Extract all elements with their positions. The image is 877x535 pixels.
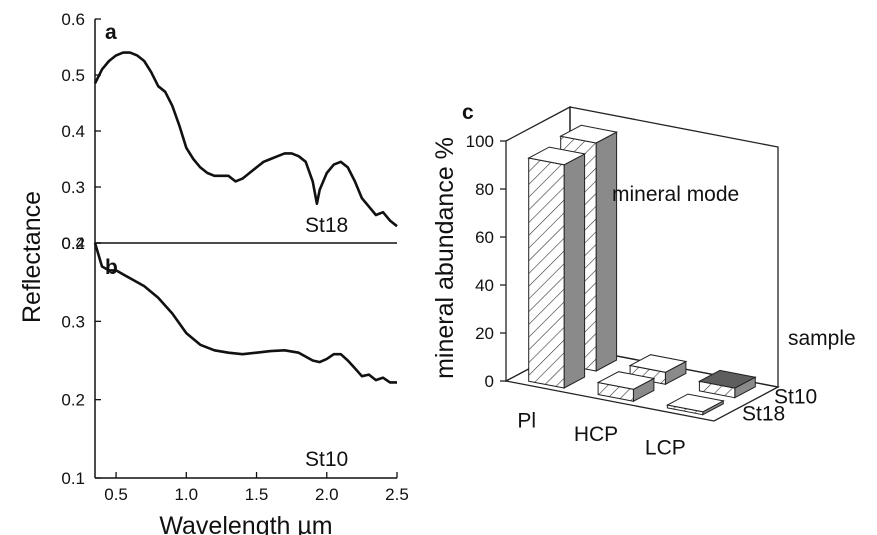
bar-front-face xyxy=(528,157,565,389)
wavelength-axis-label: Wavelength µm xyxy=(159,512,332,535)
bar-St18-LCP xyxy=(665,393,725,416)
bar-top-face xyxy=(628,354,688,373)
y-tick-label: 0.2 xyxy=(61,234,85,253)
category-label: Pl xyxy=(517,410,536,433)
x-tick-label: 0.5 xyxy=(104,485,128,504)
panel-b-y-ticks: 0.1 0.2 0.3 0.4 xyxy=(61,234,101,488)
panel-b-reflectance-line xyxy=(93,242,397,384)
y-tick-label: 60 xyxy=(475,228,494,247)
y-tick-label: 0.3 xyxy=(61,178,85,197)
x-tick-label: 2.0 xyxy=(315,485,339,504)
mineral-abundance-axis-label: mineral abundance % xyxy=(431,137,459,379)
reflectance-axis-label: Reflectance xyxy=(18,191,46,323)
bar-St10-LCP xyxy=(697,369,757,399)
bar-top-face xyxy=(559,124,619,144)
x-tick-label: 2.5 xyxy=(385,485,409,504)
panel-c: c mineral abundance % 0 20 40 60 80 100 Pl HCP… xyxy=(431,101,856,459)
y-tick-label: 0.1 xyxy=(61,469,85,488)
y-tick-label: 0.4 xyxy=(61,122,85,141)
x-tick-label: 1.0 xyxy=(174,485,198,504)
bar-top-face xyxy=(527,146,587,166)
bar-St18-HCP xyxy=(596,371,656,403)
y-tick-label: 40 xyxy=(475,276,494,295)
y-tick-label: 20 xyxy=(475,324,494,343)
panel-c-bars xyxy=(527,124,757,416)
panel-c-depth-axis-label: sample xyxy=(788,327,856,350)
bar-side-face xyxy=(595,131,618,372)
y-tick-label: 0.2 xyxy=(61,391,85,410)
panel-c-category-labels: Pl HCP LCP xyxy=(517,410,685,460)
y-tick-label: 0.6 xyxy=(61,10,85,29)
panel-a-reflectance-line xyxy=(93,51,398,228)
panel-b-label: b xyxy=(105,256,118,279)
bar-top-face xyxy=(596,371,656,390)
series-label: St10 xyxy=(774,386,817,409)
panel-a-label: a xyxy=(105,21,117,44)
category-label: LCP xyxy=(645,436,686,459)
line-panels: Reflectance Wavelength µm a 0.2 0.3 0.4 0.5… xyxy=(18,10,409,535)
x-tick-label: 1.5 xyxy=(245,485,269,504)
bar-top-face xyxy=(697,369,757,389)
panel-b-x-ticks: 0.5 1.0 1.5 2.0 2.5 xyxy=(104,472,409,504)
y-tick-label: 0 xyxy=(485,372,494,391)
bar-top-face xyxy=(665,393,725,413)
panel-a-y-ticks: 0.2 0.3 0.4 0.5 0.6 xyxy=(61,10,101,253)
panel-a-sample-label: St18 xyxy=(305,214,348,237)
bar-St18-Pl xyxy=(527,146,587,389)
category-label: HCP xyxy=(574,423,618,446)
y-tick-label: 80 xyxy=(475,180,494,199)
y-tick-label: 0.4 xyxy=(61,234,85,253)
panel-c-y-ticks: 0 20 40 60 80 100 xyxy=(466,132,506,391)
y-tick-label: 0.3 xyxy=(61,312,85,331)
panel-c-label: c xyxy=(462,101,474,124)
bar-St10-HCP xyxy=(628,354,688,386)
panel-b-sample-label: St10 xyxy=(305,448,348,471)
series-label: St18 xyxy=(742,403,785,426)
y-tick-label: 100 xyxy=(466,132,494,151)
y-tick-label: 0.5 xyxy=(61,66,85,85)
panel-c-annotation: mineral mode xyxy=(612,183,739,206)
bar-side-face xyxy=(563,153,586,389)
